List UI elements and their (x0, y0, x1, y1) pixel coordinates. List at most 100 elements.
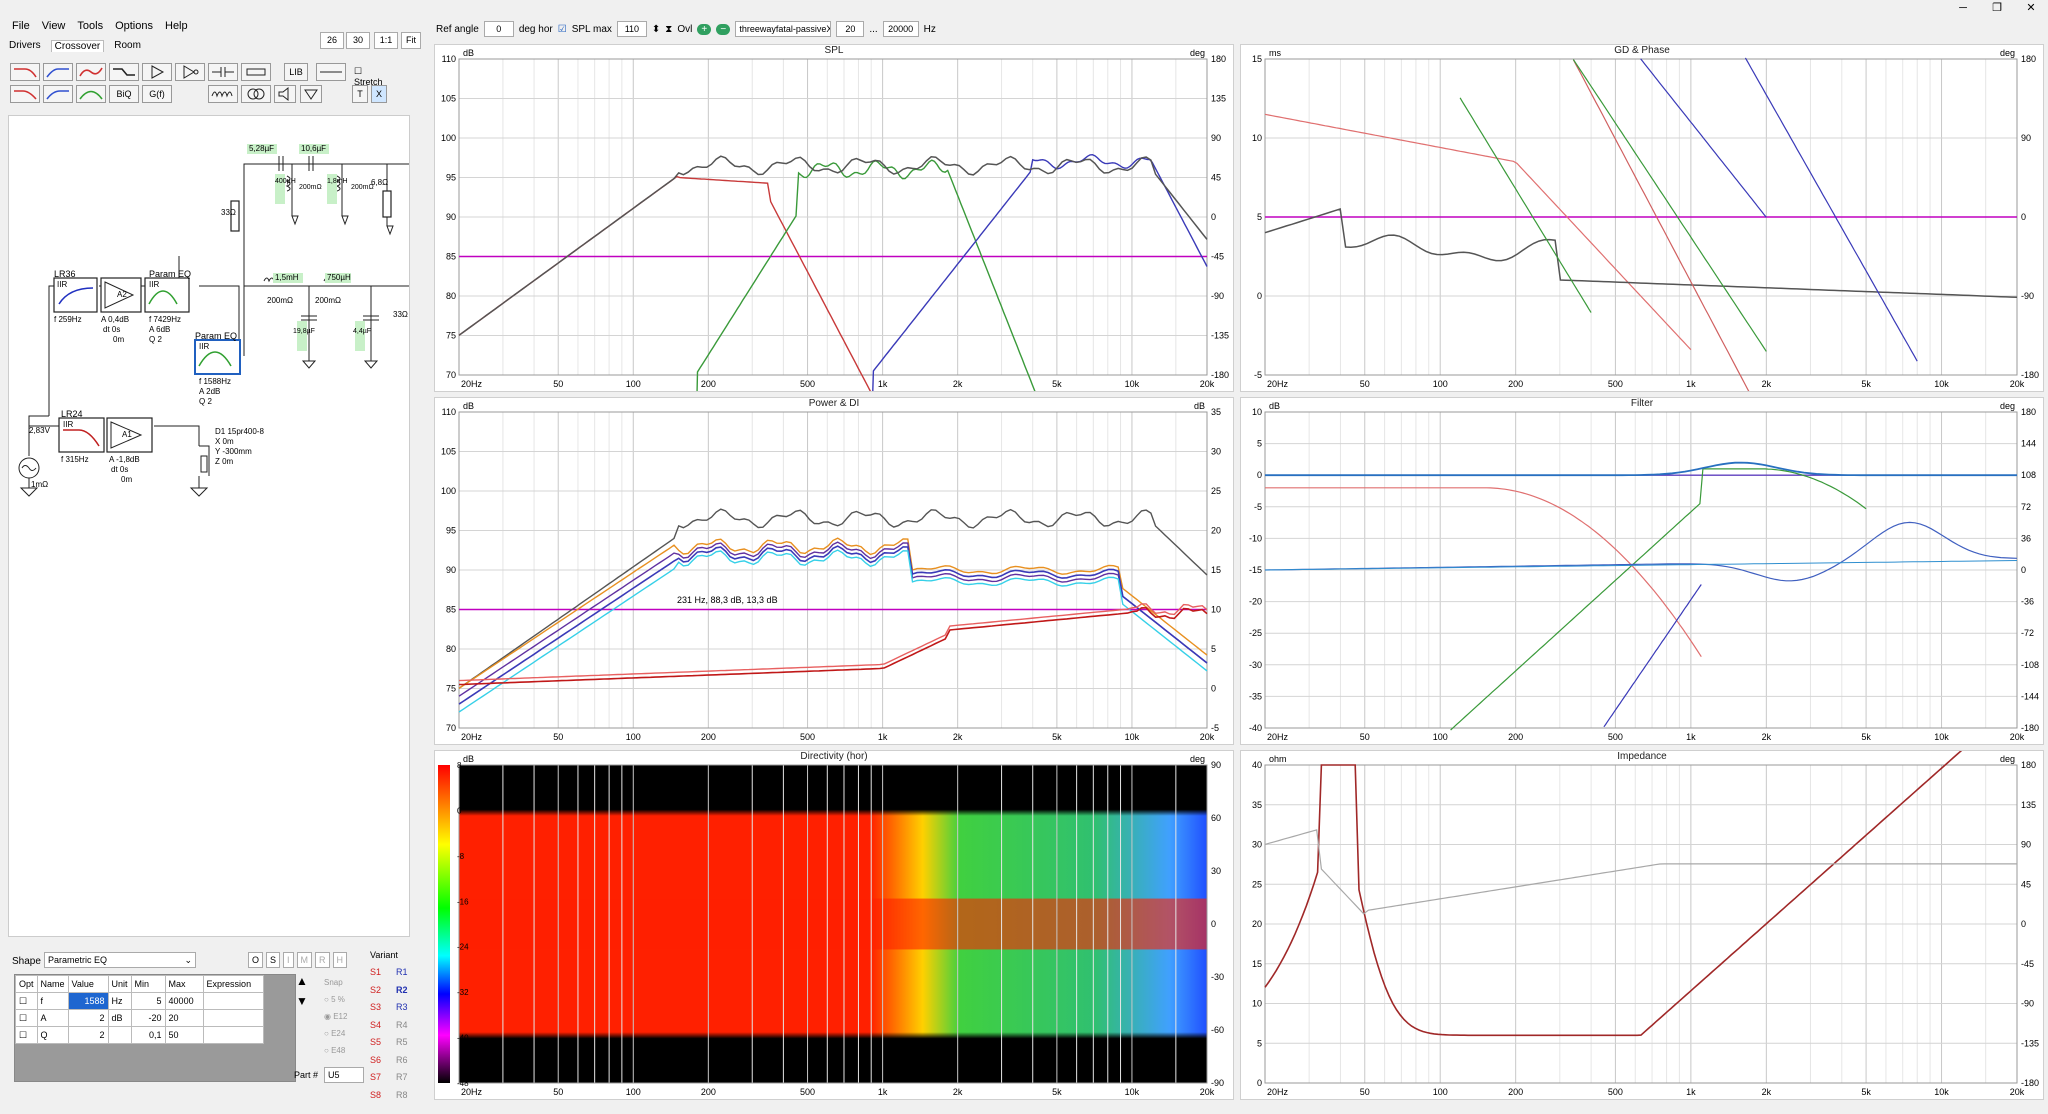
opt-checkbox[interactable]: ☐ (15, 992, 38, 1010)
splmax-checkbox[interactable]: ☑ (557, 23, 567, 35)
ref-angle-input[interactable]: 0 (483, 21, 514, 37)
variant-r7[interactable]: R7 (396, 1072, 408, 1082)
variant-r5[interactable]: R5 (396, 1037, 408, 1047)
highpass-icon[interactable] (43, 63, 73, 81)
param-expression[interactable] (202, 1026, 264, 1044)
param-min[interactable]: 5 (130, 992, 166, 1010)
amplifier-icon[interactable] (142, 63, 172, 81)
snap-option[interactable]: ○ E24 (324, 1029, 346, 1038)
highpass2-icon[interactable] (43, 85, 73, 103)
menu-file[interactable]: File (12, 20, 30, 32)
biquad-button[interactable]: BiQ (109, 85, 139, 103)
tab-room[interactable]: Room (114, 40, 141, 51)
param-expression[interactable] (202, 992, 264, 1010)
close-icon[interactable]: ✕ (2026, 2, 2036, 14)
menu-options[interactable]: Options (115, 20, 153, 32)
param-value[interactable]: 1588 (67, 992, 109, 1010)
snap-option[interactable]: ○ 5 % (324, 995, 345, 1004)
param-min[interactable]: 0,1 (130, 1026, 166, 1044)
opt-checkbox[interactable]: ☐ (15, 1026, 38, 1044)
shape-h-button[interactable]: H (332, 952, 348, 968)
ground-icon[interactable] (300, 85, 322, 103)
shape-select[interactable]: Parametric EQ ⌄ (44, 952, 196, 968)
lowpass-icon[interactable] (10, 63, 40, 81)
x-button[interactable]: X (371, 85, 387, 103)
inverter-icon[interactable] (175, 63, 205, 81)
bandpass-icon[interactable] (76, 85, 106, 103)
zoom-1to1-button[interactable]: 1:1 (374, 32, 398, 49)
tab-drivers[interactable]: Drivers (9, 40, 41, 51)
variant-s8[interactable]: S8 (370, 1089, 382, 1100)
menu-view[interactable]: View (41, 20, 66, 32)
snap-option[interactable]: ○ E48 (324, 1046, 346, 1055)
param-max[interactable]: 20 (164, 1009, 204, 1027)
remove-overlay-icon[interactable]: − (716, 23, 731, 35)
shape-o-button[interactable]: O (248, 952, 264, 968)
maximize-icon[interactable]: ❐ (1992, 2, 2002, 14)
overlay-file-input[interactable]: threewayfatal-passiveX (735, 21, 832, 37)
capacitor-icon[interactable] (208, 63, 238, 81)
step-down-icon[interactable]: ▼ (296, 994, 308, 1008)
tab-crossover[interactable]: Crossover (50, 40, 105, 52)
power-di-plot[interactable]: 20Hz 50 100 200 500 1k 2k 5k 10k 20k 110 105 100 95 90… (434, 397, 1234, 745)
param-value[interactable]: 2 (67, 1026, 109, 1044)
crossover-schematic[interactable]: LR36 IIR f 259Hz A2 A 0,4dB dt 0s 0m Par… (8, 115, 414, 937)
opt-checkbox[interactable]: ☐ (15, 1009, 38, 1027)
impedance-plot[interactable]: 20Hz 50 100 200 500 1k 2k 5k 10k 20k 40 35 30 25 20 15 1… (1240, 750, 2044, 1100)
zoom-fit-button[interactable]: Fit (401, 32, 421, 49)
speaker-icon[interactable] (274, 85, 296, 103)
variant-s7[interactable]: S7 (370, 1072, 382, 1082)
shape-s-button[interactable]: S (266, 952, 281, 968)
library-button[interactable]: LIB (284, 63, 308, 81)
zoom-26-button[interactable]: 26 (320, 32, 344, 49)
shape-m-button[interactable]: M (296, 952, 313, 968)
variant-r3[interactable]: R3 (396, 1002, 408, 1012)
t-button[interactable]: T (352, 85, 368, 103)
snap-option[interactable]: ◉ E12 (324, 1012, 348, 1021)
add-overlay-icon[interactable]: + (697, 23, 712, 35)
param-max[interactable]: 50 (164, 1026, 204, 1044)
param-value[interactable]: 2 (67, 1009, 109, 1027)
lowpass2-icon[interactable] (10, 85, 40, 103)
variant-s6[interactable]: S6 (370, 1054, 382, 1065)
variant-s2[interactable]: S2 (370, 984, 382, 995)
shape-r-button[interactable]: R (315, 952, 330, 968)
minimize-icon[interactable]: ─ (1959, 2, 1967, 14)
variant-r6[interactable]: R6 (396, 1054, 408, 1065)
splmax-input[interactable]: 110 (616, 21, 647, 37)
wire-icon[interactable] (316, 63, 346, 81)
variant-s5[interactable]: S5 (370, 1037, 382, 1047)
spl-plot[interactable]: 20Hz 50 100 200 500 1k 2k 5k 10k 20k 110 105 100 95 90… (434, 44, 1234, 392)
y2-axis-label: deg (1190, 48, 1205, 58)
splmax-spin-icon[interactable]: ⬍ (651, 23, 661, 35)
variant-r2[interactable]: R2 (396, 984, 408, 995)
resistor-icon[interactable] (241, 63, 271, 81)
transfer-function-button[interactable]: G(f) (142, 85, 172, 103)
variant-s3[interactable]: S3 (370, 1002, 382, 1012)
variant-s4[interactable]: S4 (370, 1019, 382, 1030)
param-min[interactable]: -20 (130, 1009, 166, 1027)
part-input[interactable]: U5 (324, 1067, 364, 1083)
variant-r4[interactable]: R4 (396, 1019, 408, 1030)
variant-r1[interactable]: R1 (396, 967, 408, 977)
param-expression[interactable] (202, 1009, 264, 1027)
inductor-icon[interactable] (208, 85, 238, 103)
gd-phase-plot[interactable]: 20Hz 50 100 200 500 1k 2k 5k 10k 20k 15 10 5 0 -5 180 90… (1240, 44, 2044, 392)
stretch-checkbox[interactable]: ☐ Stretch (354, 66, 383, 87)
fmax-input[interactable]: 20000 (882, 21, 919, 37)
fmin-input[interactable]: 20 (836, 21, 865, 37)
menu-help[interactable]: Help (165, 20, 188, 32)
hourglass-icon[interactable]: ⧗ (665, 23, 673, 35)
zoom-30-button[interactable]: 30 (346, 32, 370, 49)
shape-i-button[interactable]: I (283, 952, 294, 968)
param-max[interactable]: 40000 (164, 992, 204, 1010)
filter-plot[interactable]: 20Hz 50 100 200 500 1k 2k 5k 10k 20k 10 5 0 -5 -10 -15-… (1240, 397, 2044, 745)
transformer-icon[interactable] (241, 85, 271, 103)
shelf-icon[interactable] (109, 63, 139, 81)
directivity-plot[interactable]: 20Hz 50 100 200 500 1k 2k 5k 10k 20k 90 60 30 0 -30 -60… (434, 750, 1234, 1100)
step-up-icon[interactable]: ▲ (296, 974, 308, 988)
allpass-icon[interactable] (76, 63, 106, 81)
variant-r8[interactable]: R8 (396, 1089, 408, 1100)
menu-tools[interactable]: Tools (77, 20, 104, 32)
variant-s1[interactable]: S1 (370, 967, 382, 977)
